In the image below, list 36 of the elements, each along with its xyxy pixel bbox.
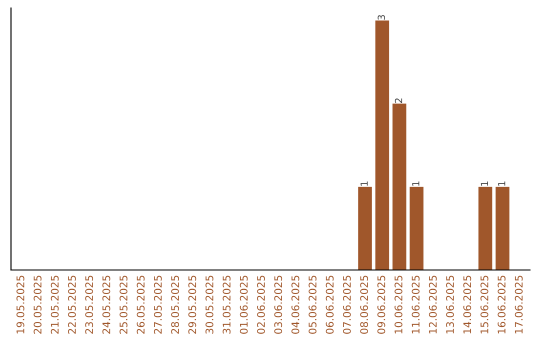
x-tick-label: 27.05.2025 [154,276,162,334]
x-tick-label: 13.06.2025 [446,276,454,334]
x-tick-label: 25.05.2025 [120,276,128,334]
x-tick-label: 26.05.2025 [136,276,145,334]
x-tick-label: 02.06.2025 [257,276,265,334]
x-tick-label: 04.06.2025 [291,276,300,334]
x-tick-label: 12.06.2025 [428,276,437,334]
x-tick-label: 21.05.2025 [50,276,59,334]
data-label: 1 [412,182,420,186]
x-tick-label: 08.06.2025 [360,276,368,334]
x-tick-label: 10.06.2025 [394,276,402,334]
x-tick-label: 03.06.2025 [274,276,282,334]
x-tick-label: 23.05.2025 [85,276,94,334]
x-tick-label: 01.06.2025 [240,276,248,334]
x-tick-label: 22.05.2025 [68,276,76,334]
x-tick-label: 15.06.2025 [480,276,488,334]
data-label: 1 [360,182,368,186]
x-tick-label: 07.06.2025 [342,276,351,334]
x-tick-label: 29.05.2025 [188,276,196,334]
x-tick-label: 24.05.2025 [102,276,110,334]
x-tick-label: 06.06.2025 [326,276,334,334]
x-tick-label: 28.05.2025 [171,276,180,334]
x-tick-label: 09.06.2025 [377,276,386,334]
x-tick-label: 17.06.2025 [514,276,523,334]
x-tick-label: 20.05.2025 [34,276,42,334]
data-label: 1 [498,182,506,186]
data-label: 1 [480,182,488,186]
x-tick-label: 05.06.2025 [308,276,316,334]
x-tick-label: 30.05.2025 [205,276,214,334]
x-tick-label: 11.06.2025 [412,276,420,334]
x-tick-label: 16.06.2025 [498,276,506,334]
data-label: 3 [378,15,386,20]
data-label: 2 [394,98,402,103]
x-tick-label: 14.06.2025 [463,276,472,334]
x-tick-label: 19.05.2025 [16,276,24,334]
x-tick-label: 31.05.2025 [222,276,231,334]
